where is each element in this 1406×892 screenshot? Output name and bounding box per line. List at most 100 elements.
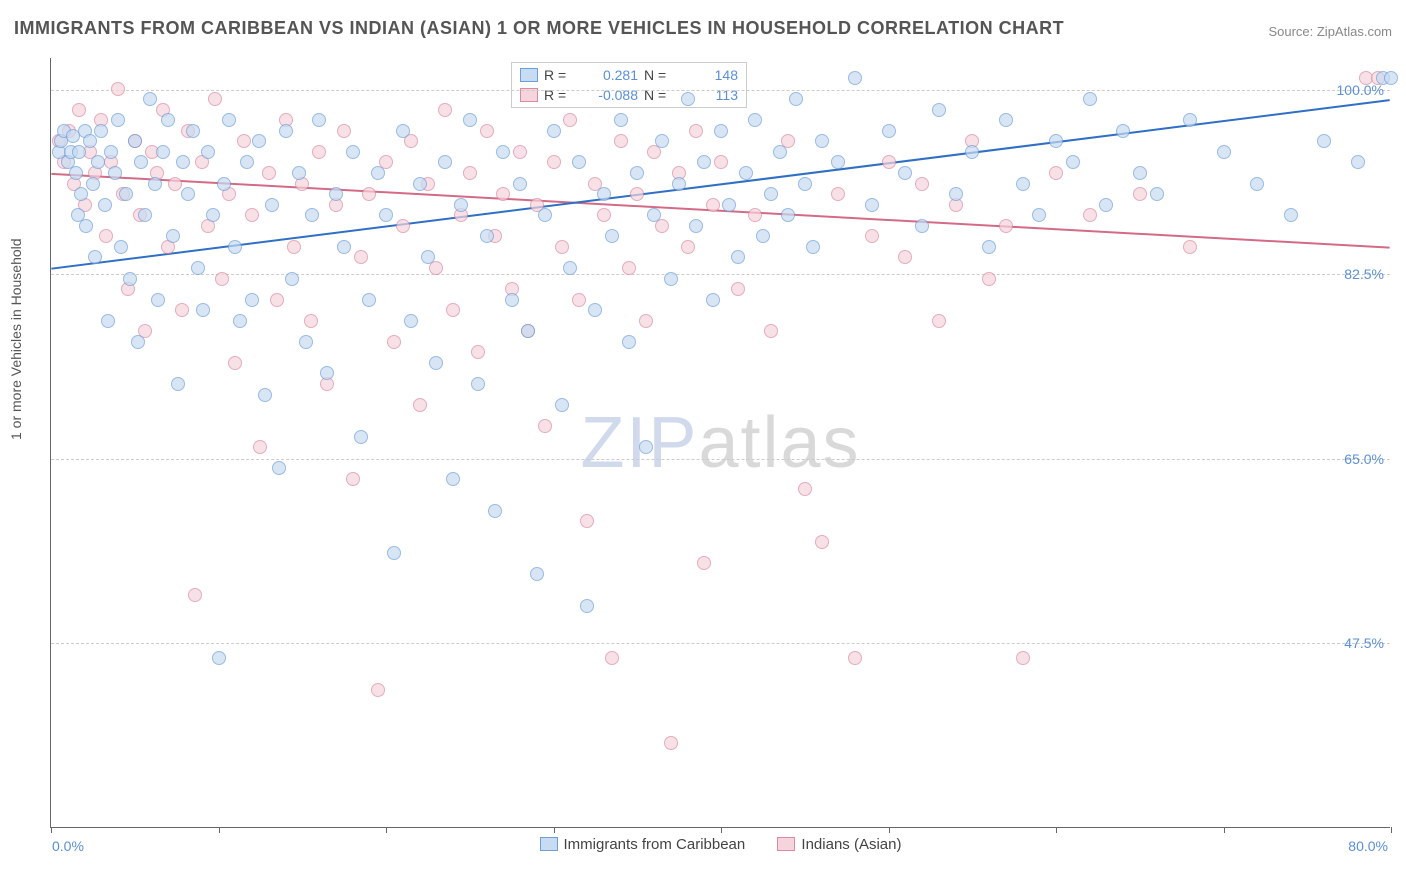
scatter-point-caribbean [513,177,527,191]
scatter-point-caribbean [362,293,376,307]
series-legend: Immigrants from Caribbean Indians (Asian… [51,836,1390,856]
scatter-point-caribbean [555,398,569,412]
scatter-point-caribbean [387,546,401,560]
scatter-point-caribbean [622,335,636,349]
scatter-point-indian [287,240,301,254]
scatter-point-indian [848,651,862,665]
x-tick [721,827,722,833]
legend-R-label: R = [544,67,576,83]
scatter-point-caribbean [965,145,979,159]
scatter-point-indian [387,335,401,349]
scatter-point-caribbean [438,155,452,169]
scatter-point-caribbean [1317,134,1331,148]
scatter-point-caribbean [396,124,410,138]
scatter-point-caribbean [463,113,477,127]
scatter-point-caribbean [299,335,313,349]
scatter-point-caribbean [496,145,510,159]
scatter-point-caribbean [882,124,896,138]
scatter-point-caribbean [337,240,351,254]
scatter-point-caribbean [748,113,762,127]
scatter-point-indian [932,314,946,328]
scatter-point-indian [396,219,410,233]
scatter-point-indian [337,124,351,138]
scatter-point-indian [253,440,267,454]
scatter-point-indian [898,250,912,264]
scatter-point-indian [605,651,619,665]
scatter-point-caribbean [111,113,125,127]
scatter-point-caribbean [1099,198,1113,212]
scatter-point-indian [354,250,368,264]
scatter-point-caribbean [530,567,544,581]
scatter-point-indian [312,145,326,159]
scatter-point-caribbean [1351,155,1365,169]
scatter-point-caribbean [371,166,385,180]
scatter-point-caribbean [949,187,963,201]
scatter-point-indian [513,145,527,159]
scatter-point-caribbean [647,208,661,222]
scatter-point-caribbean [312,113,326,127]
x-tick [1056,827,1057,833]
scatter-point-indian [168,177,182,191]
legend-label-caribbean: Immigrants from Caribbean [564,836,746,853]
scatter-point-indian [630,187,644,201]
scatter-point-caribbean [538,208,552,222]
scatter-point-caribbean [764,187,778,201]
scatter-point-caribbean [982,240,996,254]
scatter-point-indian [597,208,611,222]
scatter-point-indian [304,314,318,328]
scatter-point-indian [1183,240,1197,254]
scatter-point-caribbean [176,155,190,169]
scatter-point-caribbean [1066,155,1080,169]
y-tick-label: 47.5% [1344,635,1384,651]
scatter-point-caribbean [265,198,279,212]
scatter-point-indian [681,240,695,254]
scatter-point-caribbean [597,187,611,201]
scatter-point-indian [614,134,628,148]
scatter-point-caribbean [114,240,128,254]
scatter-point-indian [555,240,569,254]
watermark-atlas: atlas [698,403,860,483]
scatter-point-caribbean [94,124,108,138]
scatter-point-indian [446,303,460,317]
scatter-point-indian [999,219,1013,233]
scatter-point-caribbean [69,166,83,180]
scatter-point-caribbean [91,155,105,169]
trendlines-svg [51,58,1390,827]
scatter-point-caribbean [123,272,137,286]
scatter-point-caribbean [773,145,787,159]
scatter-point-caribbean [806,240,820,254]
scatter-point-indian [547,155,561,169]
scatter-point-caribbean [228,240,242,254]
scatter-point-caribbean [258,388,272,402]
y-axis-label: 1 or more Vehicles in Household [8,238,24,440]
x-tick [219,827,220,833]
scatter-point-caribbean [240,155,254,169]
x-axis-max: 80.0% [1348,838,1388,854]
scatter-point-indian [72,103,86,117]
x-tick [51,827,52,833]
scatter-point-indian [764,324,778,338]
scatter-point-indian [175,303,189,317]
scatter-point-caribbean [292,166,306,180]
x-tick [554,827,555,833]
scatter-point-indian [245,208,259,222]
scatter-point-caribbean [714,124,728,138]
scatter-point-caribbean [789,92,803,106]
scatter-point-caribbean [346,145,360,159]
scatter-point-caribbean [201,145,215,159]
scatter-point-indian [1133,187,1147,201]
scatter-point-caribbean [79,219,93,233]
scatter-point-caribbean [605,229,619,243]
scatter-point-indian [463,166,477,180]
scatter-point-caribbean [1284,208,1298,222]
scatter-point-caribbean [379,208,393,222]
legend-row-caribbean: R = 0.281 N = 148 [520,65,738,85]
y-tick-label: 82.5% [1344,266,1384,282]
scatter-point-caribbean [722,198,736,212]
scatter-point-caribbean [148,177,162,191]
scatter-point-caribbean [580,599,594,613]
scatter-point-indian [237,134,251,148]
scatter-point-caribbean [672,177,686,191]
gridline [51,459,1390,460]
scatter-point-caribbean [865,198,879,212]
